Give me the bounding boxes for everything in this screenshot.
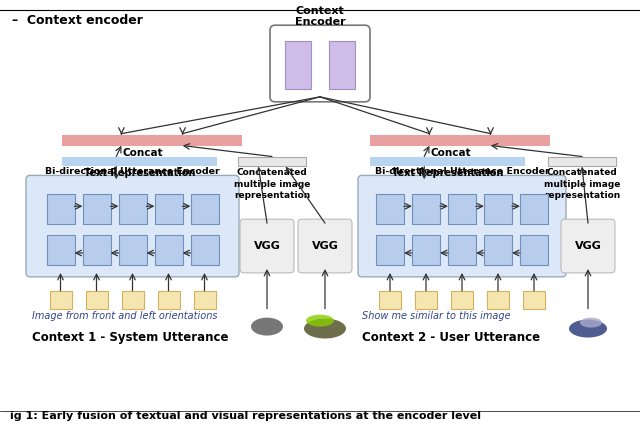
Bar: [193, 291, 216, 309]
FancyBboxPatch shape: [240, 219, 294, 273]
Bar: [448, 194, 476, 224]
Bar: [157, 291, 179, 309]
Bar: [118, 194, 147, 224]
Text: Context 2 - User Utterance: Context 2 - User Utterance: [362, 330, 540, 343]
Text: Bi-directional Utterance Encoder: Bi-directional Utterance Encoder: [45, 168, 220, 176]
Bar: [520, 194, 548, 224]
Bar: [415, 291, 437, 309]
FancyBboxPatch shape: [26, 175, 239, 277]
Text: ig 1: Early fusion of textual and visual representations at the encoder level: ig 1: Early fusion of textual and visual…: [10, 411, 481, 421]
Bar: [47, 235, 74, 265]
Bar: [285, 41, 311, 89]
Bar: [122, 291, 143, 309]
Bar: [370, 156, 525, 166]
Bar: [412, 194, 440, 224]
Bar: [49, 291, 72, 309]
Ellipse shape: [580, 318, 602, 328]
Bar: [329, 41, 355, 89]
Text: VGG: VGG: [253, 241, 280, 251]
Text: Image from front and left orientations: Image from front and left orientations: [32, 310, 218, 321]
Text: Concatenated
multiple image
representation: Concatenated multiple image representati…: [544, 168, 620, 200]
Bar: [191, 235, 218, 265]
Bar: [548, 156, 616, 166]
Bar: [83, 194, 111, 224]
Ellipse shape: [251, 318, 283, 336]
Bar: [484, 235, 512, 265]
Ellipse shape: [304, 319, 346, 339]
Bar: [487, 291, 509, 309]
Bar: [86, 291, 108, 309]
Bar: [118, 235, 147, 265]
Text: VGG: VGG: [312, 241, 339, 251]
FancyBboxPatch shape: [358, 175, 566, 277]
Bar: [376, 194, 404, 224]
Text: Context 1 - System Utterance: Context 1 - System Utterance: [32, 330, 228, 343]
Text: –  Context encoder: – Context encoder: [12, 14, 143, 27]
Bar: [451, 291, 473, 309]
Bar: [379, 291, 401, 309]
Bar: [191, 194, 218, 224]
Bar: [62, 156, 217, 166]
Text: Concat: Concat: [123, 148, 163, 158]
Ellipse shape: [569, 320, 607, 337]
Text: VGG: VGG: [575, 241, 602, 251]
Text: Bi-directional Utterance Encoder: Bi-directional Utterance Encoder: [374, 168, 549, 176]
Bar: [154, 194, 182, 224]
Bar: [154, 235, 182, 265]
Bar: [523, 291, 545, 309]
Ellipse shape: [306, 315, 334, 326]
Bar: [238, 156, 306, 166]
Bar: [62, 135, 242, 145]
FancyBboxPatch shape: [561, 219, 615, 273]
Text: Context
Encoder: Context Encoder: [294, 6, 346, 27]
Bar: [83, 235, 111, 265]
Bar: [520, 235, 548, 265]
FancyBboxPatch shape: [270, 25, 370, 102]
FancyBboxPatch shape: [298, 219, 352, 273]
Text: Concat: Concat: [431, 148, 471, 158]
Bar: [484, 194, 512, 224]
Text: Concatenated
multiple image
representation: Concatenated multiple image representati…: [234, 168, 310, 200]
Bar: [370, 135, 550, 145]
Bar: [412, 235, 440, 265]
Bar: [47, 194, 74, 224]
Bar: [376, 235, 404, 265]
Text: Text Representation: Text Representation: [392, 168, 503, 178]
Bar: [448, 235, 476, 265]
Text: Text Representation: Text Representation: [84, 168, 195, 178]
Text: Show me similar to this image: Show me similar to this image: [362, 310, 511, 321]
